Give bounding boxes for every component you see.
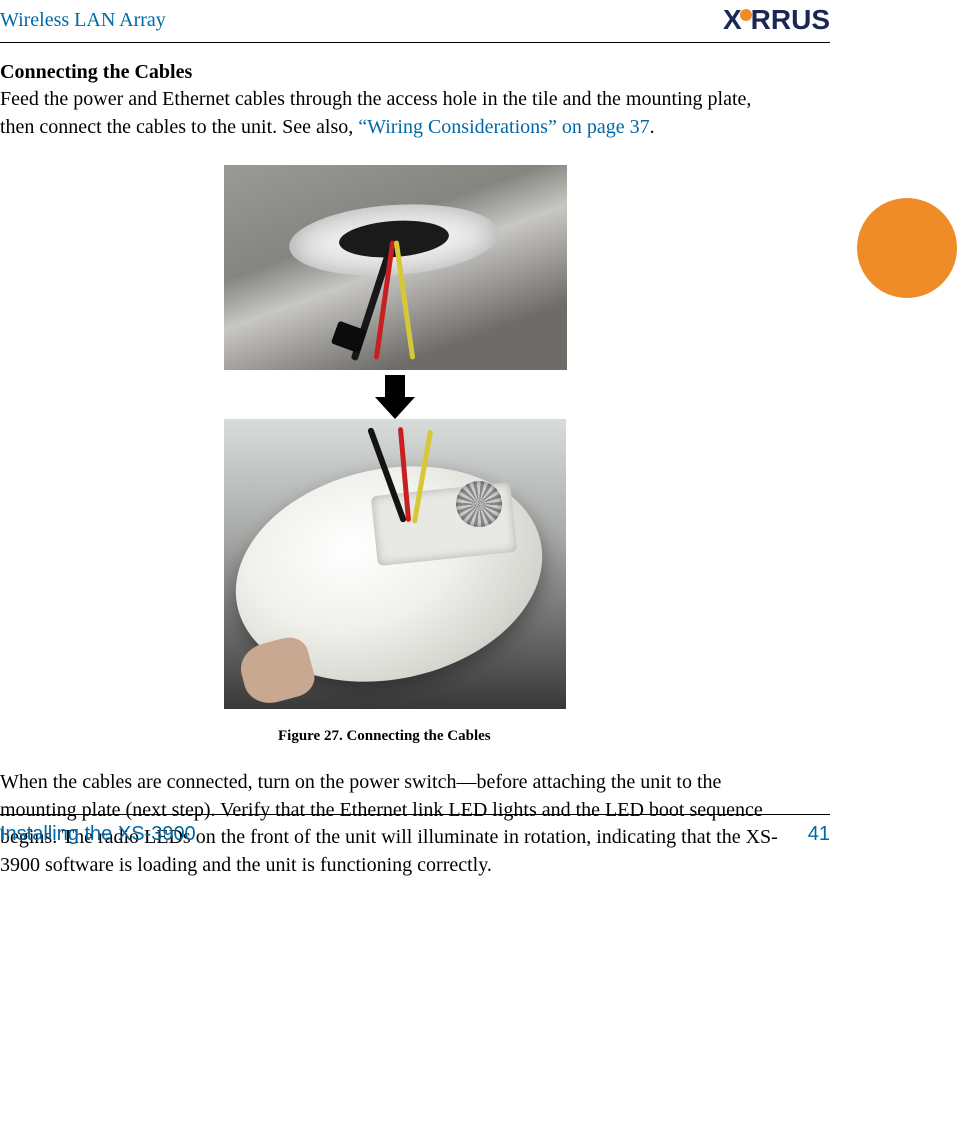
section-marker-dot-icon xyxy=(857,198,957,298)
figure-block: Figure 27. Connecting the Cables xyxy=(0,165,790,745)
content-area: Connecting the Cables Feed the power and… xyxy=(0,43,790,880)
page-footer: Installing the XS-3900 41 xyxy=(0,814,830,846)
footer-rule xyxy=(0,814,830,815)
arrow-down-icon xyxy=(0,375,790,419)
intro-text-2: . xyxy=(650,116,655,138)
logo-dot-icon xyxy=(740,9,752,21)
page-header: Wireless LAN Array X RRUS xyxy=(0,0,830,36)
page: Wireless LAN Array X RRUS Connecting the… xyxy=(0,0,830,880)
header-title: Wireless LAN Array xyxy=(0,9,166,32)
cross-ref-link[interactable]: “Wiring Considerations” on page 37 xyxy=(358,116,649,138)
section-heading: Connecting the Cables xyxy=(0,61,790,84)
logo-text-right: RRUS xyxy=(751,4,830,36)
intro-paragraph: Feed the power and Ethernet cables throu… xyxy=(0,86,790,141)
footer-row: Installing the XS-3900 41 xyxy=(0,823,830,846)
brand-logo: X RRUS xyxy=(723,4,830,36)
figure-caption: Figure 27. Connecting the Cables xyxy=(0,728,790,745)
page-number: 41 xyxy=(808,823,830,846)
figure-photo-bottom xyxy=(224,419,566,709)
logo-text-left: X xyxy=(723,4,741,36)
footer-section-title: Installing the XS-3900 xyxy=(0,823,196,846)
figure-photo-top xyxy=(224,165,567,370)
